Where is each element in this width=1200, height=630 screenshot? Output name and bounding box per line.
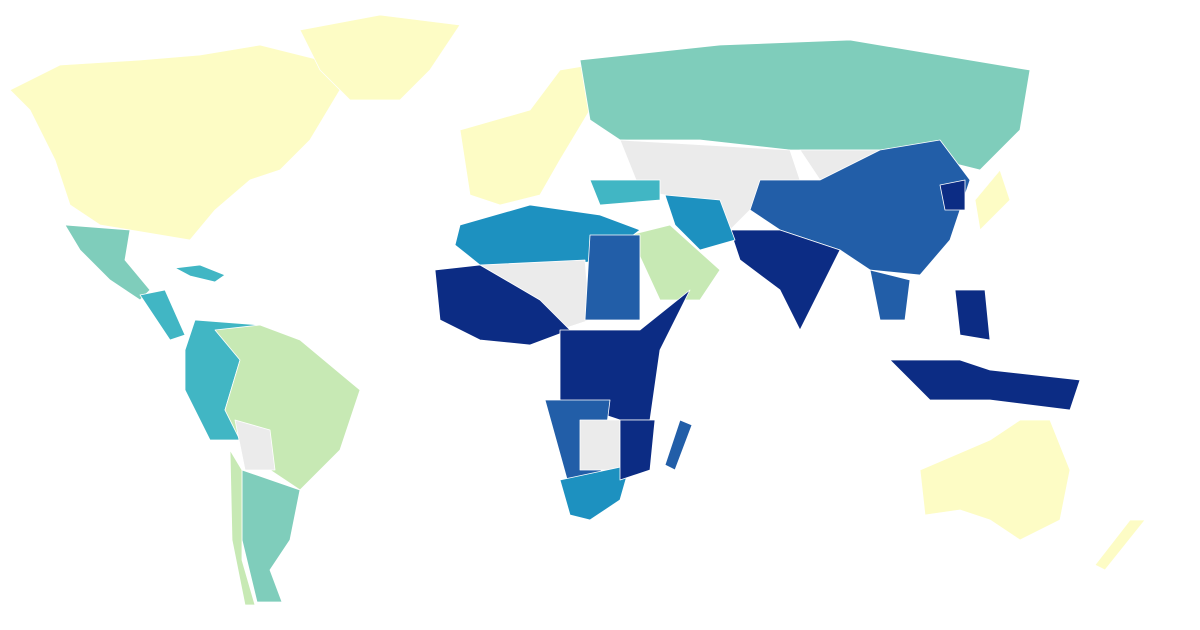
region — [241, 469, 301, 603]
region — [459, 64, 591, 206]
region — [729, 229, 841, 331]
region — [299, 14, 461, 101]
region — [234, 419, 276, 471]
region — [434, 264, 571, 346]
region — [919, 419, 1071, 541]
region — [664, 419, 693, 471]
region — [139, 289, 186, 341]
region — [589, 179, 661, 206]
region — [174, 264, 226, 283]
region — [619, 419, 656, 481]
region — [939, 179, 966, 211]
region — [559, 464, 631, 521]
region — [584, 234, 641, 321]
region — [9, 44, 341, 241]
region — [629, 224, 721, 301]
region — [664, 194, 736, 251]
region — [974, 169, 1011, 231]
region — [1094, 519, 1146, 571]
region — [579, 419, 621, 471]
region — [954, 289, 991, 341]
region — [889, 359, 1081, 411]
region — [869, 269, 911, 321]
region — [229, 449, 256, 606]
region — [749, 139, 971, 276]
